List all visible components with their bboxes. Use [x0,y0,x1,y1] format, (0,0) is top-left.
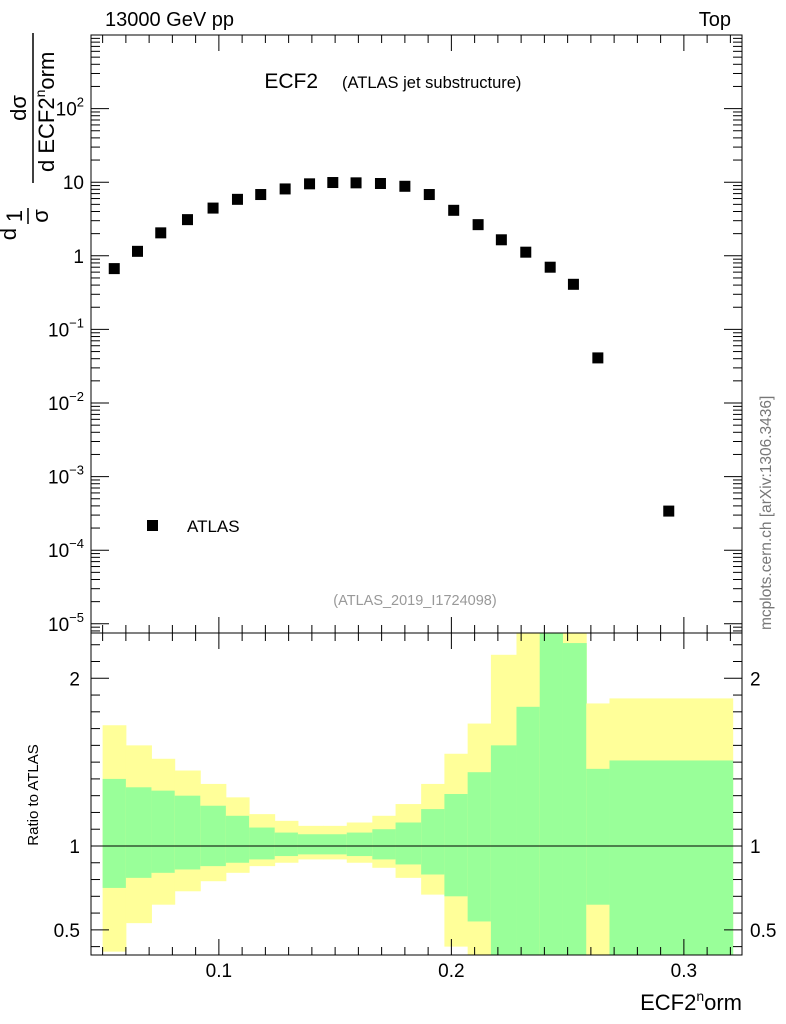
data-point [231,193,243,205]
ratio-y-tick-label-right: 1 [750,837,761,858]
chart-title: ECF2 [264,70,318,93]
data-point [663,505,675,517]
band-inner [346,832,373,857]
ratio-panel: 0.5 0.5 1 1 2 2 0.1 0.2 0.3 Ratio to ATLAS ECF2… [25,632,776,1015]
legend-marker [147,520,158,531]
data-point [327,177,339,189]
y-tick-label: 10−5 [48,610,84,636]
x-tick-label: 0.3 [671,961,697,982]
main-panel: 10−5 10−4 10−3 10−2 10−1 1 10 102 ECF2 (ATLAS j… [0,33,743,636]
data-point [132,245,143,257]
data-point [350,177,362,189]
header-right: Top [698,9,731,31]
band-inner [200,805,227,867]
ratio-y-tick-label-right: 0.5 [750,921,776,942]
band-inner [125,787,152,878]
band-inner [609,760,734,955]
data-point [495,234,507,246]
band-inner [421,809,445,875]
ylabel-frac2-num: dσ [6,95,31,121]
ylabel-lead: d [0,228,21,240]
y-tick-label: 10−2 [48,389,84,415]
y-tick-label: 10−4 [48,536,84,562]
ylabel-frac1-num: 1 [2,210,27,222]
ratio-y-tick-label: 2 [69,669,80,690]
ratio-plot-frame [90,632,743,956]
ratio-bands [102,633,734,955]
main-y-axis-label-frac2: dσ d ECF2norm [6,33,59,183]
data-point [155,227,167,239]
data-point [279,183,291,195]
band-inner [586,768,610,905]
legend: ATLAS [147,517,240,536]
band-inner [467,772,492,922]
x-tick-label: 0.2 [438,961,464,982]
data-point [592,352,604,364]
y-tick-label: 1 [73,247,84,268]
data-point [399,180,411,192]
data-point [255,189,267,201]
data-points [108,177,675,517]
band-inner [516,706,541,955]
y-tick-label: 10−3 [48,463,84,489]
main-y-ticks: 10−5 10−4 10−3 10−2 10−1 1 10 102 [48,34,742,636]
band-inner [225,815,250,863]
band-inner [174,795,201,870]
data-point [207,202,219,214]
ratio-y-tick-label-right: 2 [750,669,761,690]
band-inner [274,832,299,857]
data-point [374,178,386,190]
band-inner [102,778,127,888]
ratio-y-ticks: 0.5 0.5 1 1 2 2 [54,644,776,948]
x-tick-label: 0.1 [206,961,232,982]
band-inner [323,834,348,855]
main-y-axis-label: 1 σ d [0,208,53,240]
main-x-ticks [102,35,731,633]
y-tick-label: 10−1 [48,315,84,341]
ratio-y-tick-label: 0.5 [54,921,80,942]
data-point [544,261,556,273]
side-watermark: mcplots.cern.ch [arXiv:1306.3436] [758,395,775,630]
y-tick-label: 10 [63,173,84,194]
data-point [423,189,435,201]
band-inner [490,745,517,955]
band-inner [444,794,469,897]
data-point [181,214,193,226]
data-point [520,246,532,258]
main-plot-frame [90,34,743,634]
band-inner [539,633,564,955]
ratio-y-axis-label: Ratio to ATLAS [25,744,42,845]
band-inner [249,827,276,860]
ratio-y-tick-label: 1 [69,837,80,858]
analysis-id: (ATLAS_2019_I1724098) [333,593,496,609]
band-inner [372,829,397,860]
data-point [448,204,460,216]
data-point [472,219,484,231]
ratio-x-ticks: 0.1 0.2 0.3 [102,633,731,982]
chart-subtitle: (ATLAS jet substructure) [342,74,521,92]
ylabel-frac2-den: d ECF2norm [32,52,59,172]
data-point [108,263,120,275]
x-axis-label: ECF2norm [640,988,742,1015]
legend-label: ATLAS [187,517,240,536]
ylabel-frac1-den: σ [28,209,53,223]
band-inner [395,822,422,865]
y-tick-label: 102 [56,95,84,121]
data-point [304,178,316,190]
band-inner [151,790,176,873]
band-inner [297,834,324,855]
header-left: 13000 GeV pp [105,9,234,31]
band-inner [562,643,587,955]
data-point [567,278,579,290]
